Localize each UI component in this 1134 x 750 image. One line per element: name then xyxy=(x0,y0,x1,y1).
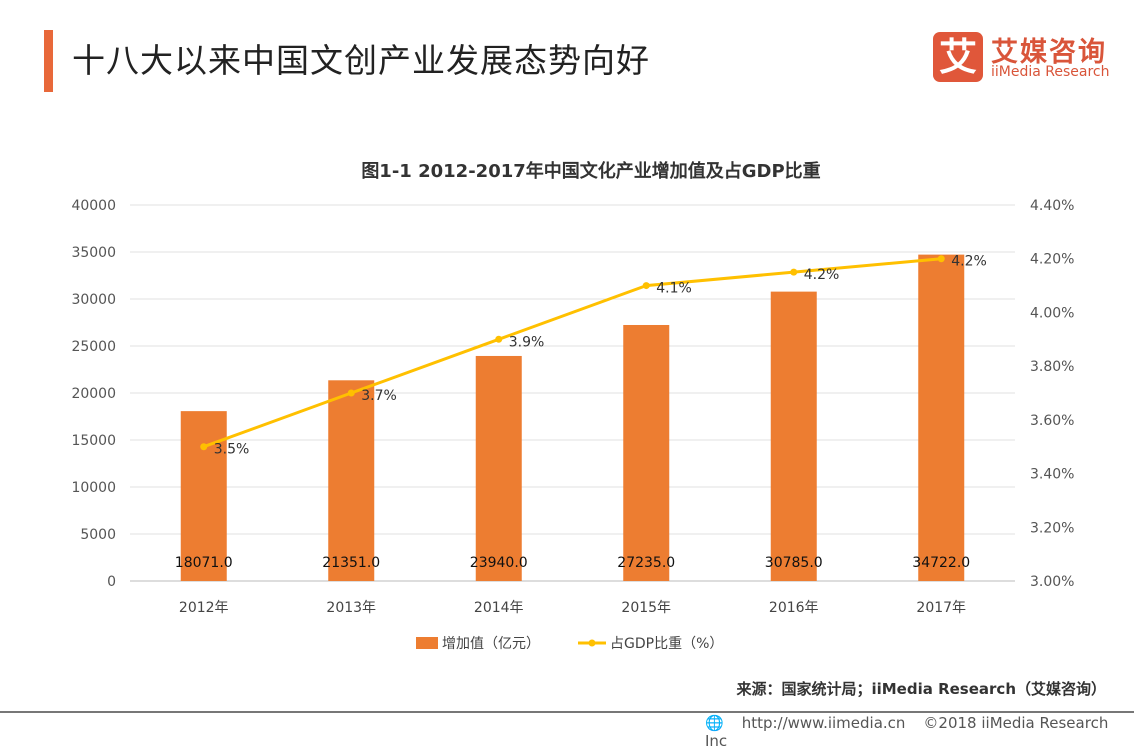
bar xyxy=(623,324,670,581)
bar-data-label: 34722.0 xyxy=(912,555,970,571)
x-tick-label: 2016年 xyxy=(769,600,819,616)
title-accent-bar xyxy=(44,30,53,92)
right-tick-label: 3.00% xyxy=(1030,574,1074,590)
line-data-label: 4.2% xyxy=(804,267,840,283)
bar xyxy=(475,355,522,581)
bar xyxy=(180,411,227,581)
x-tick-label: 2014年 xyxy=(474,600,524,616)
right-tick-label: 3.20% xyxy=(1030,520,1074,536)
left-tick-label: 30000 xyxy=(71,292,116,308)
line-point xyxy=(937,255,945,263)
bar-data-label: 27235.0 xyxy=(617,555,675,571)
line-point xyxy=(347,389,355,397)
line-point xyxy=(200,443,208,451)
logo-en-text: iiMedia Research xyxy=(991,64,1110,80)
line-data-label: 3.7% xyxy=(361,388,397,404)
bar xyxy=(918,254,965,581)
website-link[interactable]: http://www.iimedia.cn xyxy=(741,714,906,732)
line-point xyxy=(790,268,798,276)
line-data-label: 4.2% xyxy=(951,254,987,270)
line-data-label: 3.5% xyxy=(214,442,250,458)
x-tick-label: 2012年 xyxy=(179,600,229,616)
source-note: 来源：国家统计局；iiMedia Research（艾媒咨询） xyxy=(736,680,1106,698)
x-tick-label: 2013年 xyxy=(326,600,376,616)
bar-data-label: 23940.0 xyxy=(470,555,528,571)
page-title: 十八大以来中国文创产业发展态势向好 xyxy=(72,41,650,80)
left-tick-label: 10000 xyxy=(71,480,116,496)
legend-line-marker xyxy=(588,639,596,647)
x-tick-label: 2015年 xyxy=(621,600,671,616)
iimedia-logo: 艾 艾媒咨询 iiMedia Research xyxy=(933,30,1123,85)
right-tick-label: 4.40% xyxy=(1030,198,1074,214)
left-tick-label: 15000 xyxy=(71,433,116,449)
logo-cn-text: 艾媒咨询 xyxy=(991,37,1107,68)
right-tick-label: 3.60% xyxy=(1030,413,1074,429)
footer: 🌐 http://www.iimedia.cn ©2018 iiMedia Rese… xyxy=(705,714,1134,750)
right-tick-label: 4.20% xyxy=(1030,252,1074,268)
left-tick-label: 40000 xyxy=(71,198,116,214)
left-tick-label: 20000 xyxy=(71,386,116,402)
right-tick-label: 3.80% xyxy=(1030,359,1074,375)
bar xyxy=(328,380,375,581)
bar xyxy=(770,291,817,581)
bar-data-label: 18071.0 xyxy=(175,555,233,571)
left-tick-label: 0 xyxy=(107,574,116,590)
legend-bar-label: 增加值（亿元） xyxy=(442,636,540,652)
bar-data-label: 30785.0 xyxy=(765,555,823,571)
legend-line-label: 占GDP比重（%） xyxy=(610,636,723,652)
right-tick-label: 4.00% xyxy=(1030,305,1074,321)
left-tick-label: 25000 xyxy=(71,339,116,355)
legend-bar-swatch xyxy=(416,637,438,649)
line-point xyxy=(495,335,503,343)
line-point xyxy=(642,282,650,290)
bar-data-label: 21351.0 xyxy=(322,555,380,571)
globe-icon: 🌐 xyxy=(705,714,724,732)
footer-divider xyxy=(0,711,1134,713)
line-series xyxy=(203,257,942,449)
line-data-label: 4.1% xyxy=(656,281,692,297)
line-data-label: 3.9% xyxy=(509,334,545,350)
chart-title: 图1-1 2012-2017年中国文化产业增加值及占GDP比重 xyxy=(361,160,820,182)
left-tick-label: 35000 xyxy=(71,245,116,261)
x-tick-label: 2017年 xyxy=(916,600,966,616)
left-tick-label: 5000 xyxy=(80,527,116,543)
logo-mark: 艾 xyxy=(933,32,983,82)
right-tick-label: 3.40% xyxy=(1030,467,1074,483)
